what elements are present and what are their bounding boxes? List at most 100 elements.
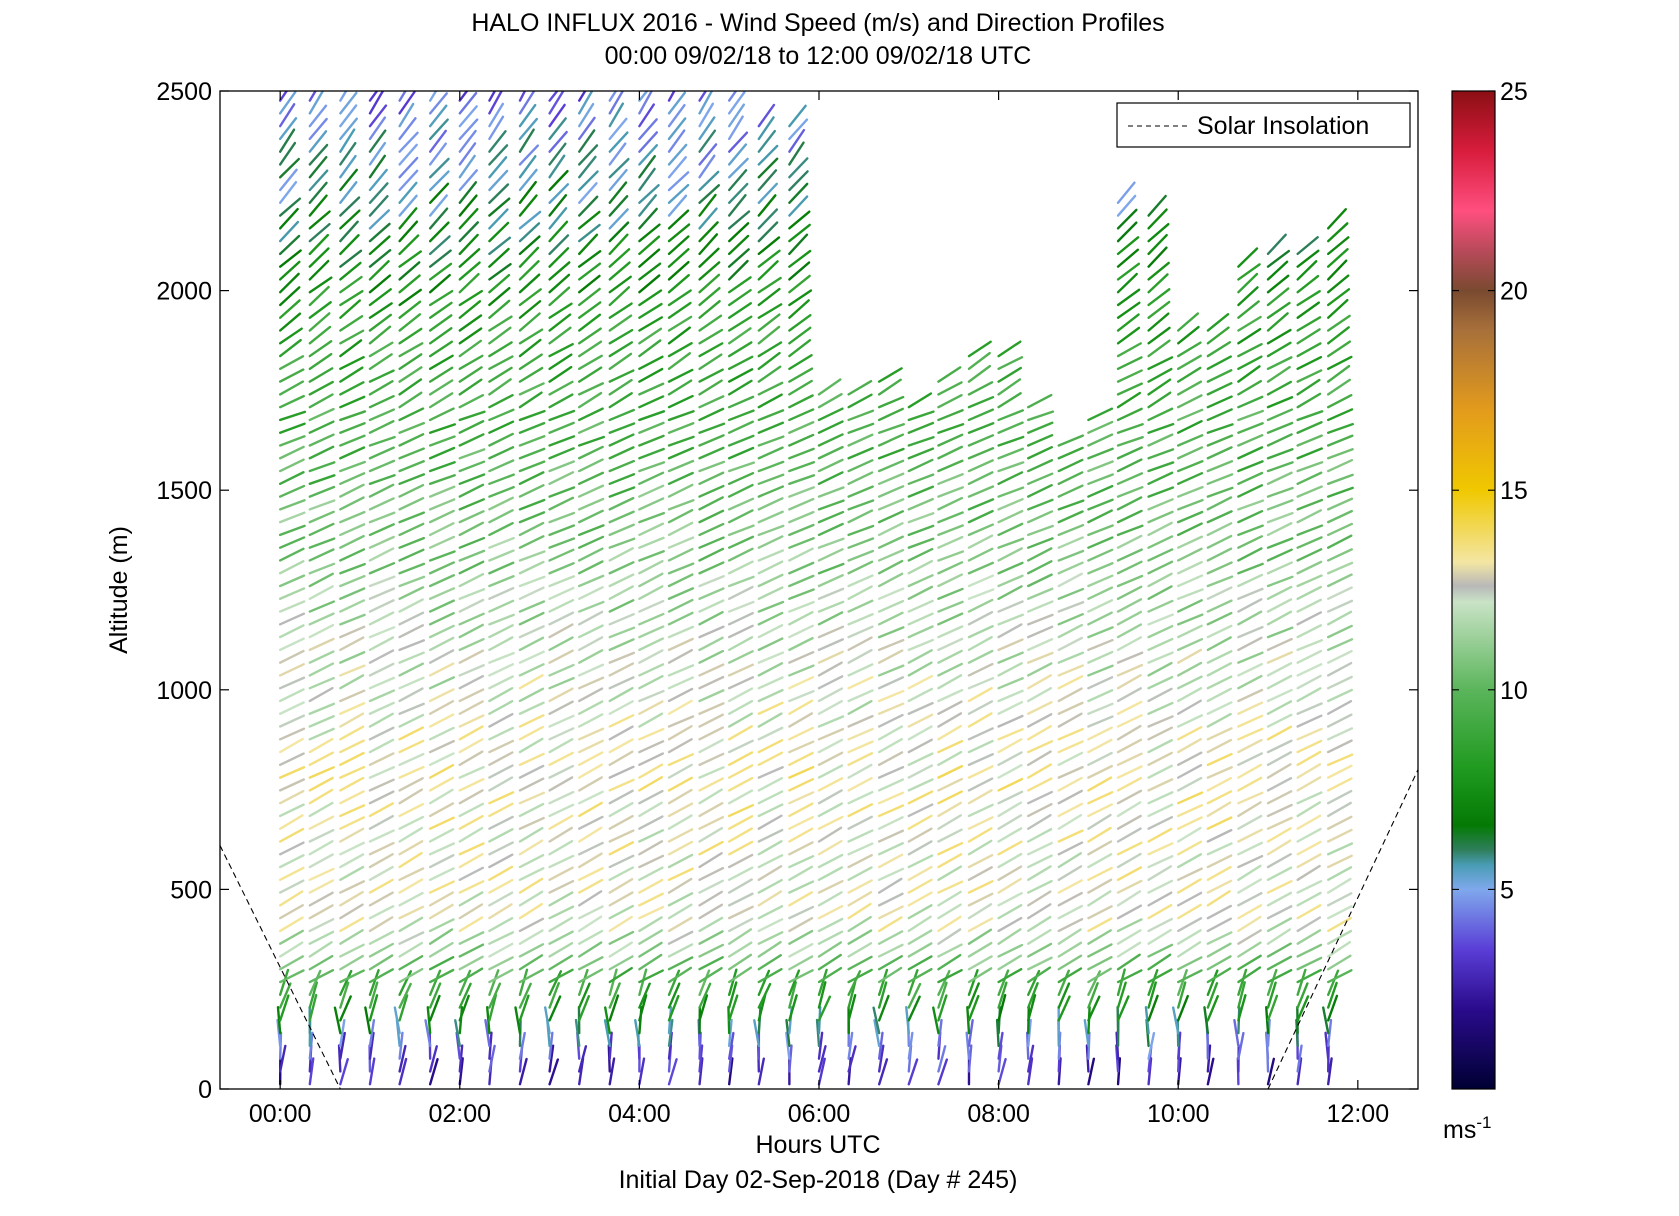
wind-barb: [727, 560, 754, 575]
wind-barb: [1296, 369, 1323, 383]
wind-barb: [1177, 929, 1202, 945]
wind-barb: [339, 562, 366, 575]
wind-barb: [488, 299, 511, 319]
wind-barb: [608, 314, 633, 332]
wind-barb: [544, 1006, 551, 1035]
wind-barb: [368, 474, 396, 486]
wind-barb: [698, 509, 725, 524]
wind-barb: [1116, 288, 1141, 307]
wind-barb: [727, 725, 753, 741]
wind-barb: [428, 763, 455, 779]
wind-barb: [877, 791, 905, 805]
wind-barb: [548, 154, 566, 179]
wind-barb: [1206, 1057, 1215, 1086]
wind-barb: [1296, 328, 1321, 345]
wind-barb: [757, 712, 783, 728]
wind-barb: [1206, 890, 1231, 907]
wind-barb: [727, 131, 749, 153]
wind-barb: [308, 340, 333, 358]
wind-barb: [1027, 982, 1039, 1009]
wind-barb: [757, 524, 785, 537]
wind-barb: [548, 524, 576, 537]
wind-barb: [1027, 763, 1052, 779]
wind-barb: [548, 460, 575, 473]
wind-barb: [788, 905, 815, 920]
wind-barb: [428, 941, 454, 958]
wind-barb: [907, 599, 934, 613]
wind-barb: [608, 91, 618, 102]
wind-barb: [1177, 354, 1202, 371]
wind-barb: [1116, 446, 1143, 460]
wind-barb: [1237, 272, 1259, 294]
wind-barb: [1087, 813, 1112, 830]
wind-barb: [368, 341, 394, 358]
wind-barb: [757, 814, 783, 830]
wind-barb: [428, 509, 455, 524]
wind-barb: [1147, 233, 1168, 256]
wind-barb: [488, 536, 515, 549]
wind-barb: [937, 600, 964, 613]
wind-barb: [548, 220, 569, 243]
wind-barb: [368, 981, 379, 1009]
wind-barb: [937, 561, 964, 575]
wind-barb: [1027, 600, 1054, 613]
wind-barb: [997, 840, 1023, 856]
wind-barb: [1326, 314, 1351, 332]
wind-barb: [1057, 549, 1085, 562]
wind-barb: [1116, 724, 1142, 741]
wind-barb: [967, 777, 994, 792]
wind-barb: [1206, 486, 1234, 498]
wind-barb: [278, 803, 305, 818]
wind-barb: [308, 727, 335, 741]
wind-barb: [1266, 522, 1293, 537]
y-tick-label: 2000: [156, 278, 212, 306]
wind-barb: [1057, 954, 1083, 971]
wind-barb: [398, 1057, 408, 1086]
wind-barb: [1266, 880, 1293, 894]
wind-barb: [1177, 714, 1203, 728]
wind-barb: [997, 638, 1024, 652]
wind-barb: [877, 1058, 889, 1086]
wind-barb: [907, 982, 922, 1009]
wind-barb: [847, 968, 873, 984]
wind-barb: [877, 649, 904, 664]
wind-barb: [278, 117, 298, 141]
wind-barb: [608, 966, 633, 984]
wind-barb: [398, 687, 424, 703]
wind-barb: [1087, 803, 1113, 818]
wind-barb: [1116, 560, 1143, 575]
wind-barb: [1027, 410, 1055, 422]
wind-barb: [518, 982, 532, 1009]
wind-barb: [1087, 905, 1113, 920]
wind-barb: [967, 498, 995, 511]
wind-barb: [368, 104, 388, 128]
wind-barb: [727, 210, 751, 230]
wind-barb: [1237, 981, 1246, 1009]
wind-barb: [1147, 803, 1174, 818]
wind-barb: [667, 676, 694, 690]
wind-barb: [1027, 638, 1054, 652]
wind-barb: [698, 286, 721, 307]
wind-barb: [1116, 272, 1138, 294]
wind-barb: [1206, 712, 1232, 728]
wind-barb: [339, 91, 348, 102]
wind-barb: [368, 841, 395, 856]
wind-barb: [847, 942, 873, 958]
wind-barb: [339, 827, 365, 843]
wind-barb: [1206, 662, 1233, 677]
wind-barb: [1296, 548, 1323, 562]
wind-barb: [1266, 365, 1291, 383]
wind-barb: [1296, 316, 1322, 332]
wind-barb: [1087, 995, 1101, 1022]
wind-barb: [278, 827, 305, 843]
wind-barb: [997, 689, 1024, 703]
wind-barb: [308, 233, 330, 256]
wind-barb: [997, 537, 1025, 549]
wind-barb: [1237, 864, 1262, 882]
wind-barb: [877, 367, 903, 383]
wind-barb: [488, 326, 512, 345]
wind-barb: [278, 128, 296, 153]
wind-barb: [458, 289, 484, 307]
wind-barb: [997, 814, 1023, 830]
wind-barb: [1147, 261, 1170, 281]
